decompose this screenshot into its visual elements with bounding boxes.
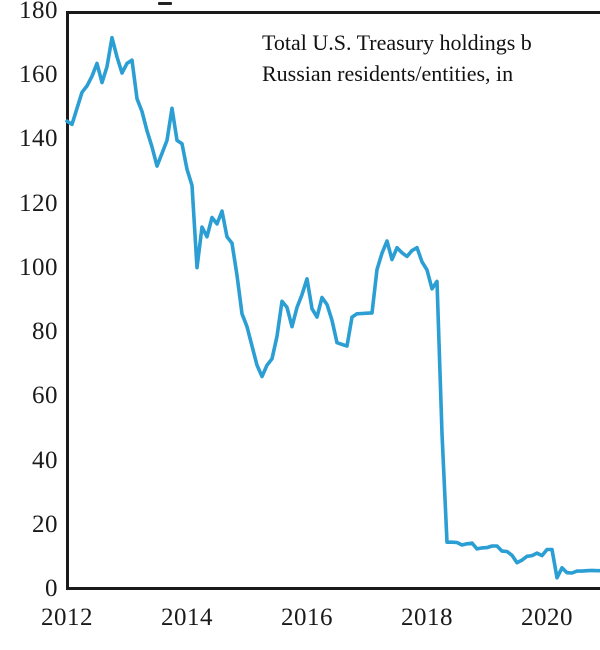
cropped-text-artifact — [158, 2, 172, 5]
y-tick-label: 120 — [19, 189, 58, 217]
y-tick-label: 160 — [19, 61, 58, 89]
x-tick-label: 2018 — [401, 604, 453, 631]
chart-title: Total U.S. Treasury holdings b Russian r… — [262, 27, 532, 89]
plot-frame — [66, 11, 600, 590]
y-tick-label: 20 — [32, 510, 58, 538]
y-tick-label: 140 — [19, 125, 58, 153]
y-tick-label: 100 — [19, 253, 58, 281]
x-tick-label: 2012 — [41, 604, 93, 631]
y-tick-label: 180 — [19, 0, 58, 24]
x-tick-label: 2016 — [281, 604, 333, 631]
data-line-russia-holdings — [65, 35, 600, 580]
chart-title-line-1: Total U.S. Treasury holdings b — [262, 30, 532, 55]
chart-title-line-2: Russian residents/entities, in — [262, 61, 514, 86]
y-tick-label: 0 — [45, 574, 58, 602]
x-tick-label: 2014 — [161, 604, 213, 631]
y-tick-label: 40 — [32, 446, 58, 474]
y-tick-label: 80 — [32, 317, 58, 345]
x-tick-label: 2020 — [521, 604, 573, 631]
y-tick-label: 60 — [32, 382, 58, 410]
